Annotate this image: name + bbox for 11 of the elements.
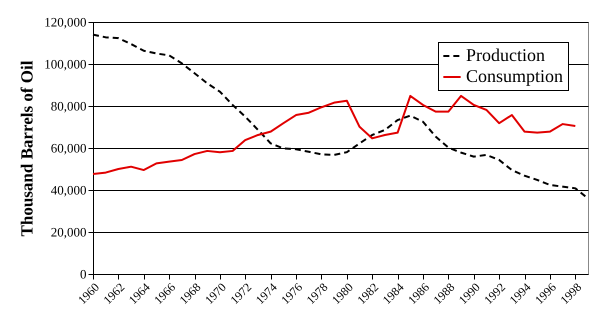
y-axis-title: Thousand Barrels of Oil xyxy=(17,60,36,236)
line-series xyxy=(92,94,576,176)
y-tick-label: 40,000 xyxy=(50,182,86,198)
y-tick-label: 20,000 xyxy=(50,224,86,240)
y-tick-label: 60,000 xyxy=(50,140,86,156)
legend-label: Production xyxy=(466,45,545,65)
y-tick-label: 120,000 xyxy=(44,14,86,30)
y-tick-label: 80,000 xyxy=(50,98,86,114)
legend-label: Consumption xyxy=(466,66,564,86)
y-tick-label: 0 xyxy=(80,266,86,282)
y-tick-label: 100,000 xyxy=(44,56,86,72)
